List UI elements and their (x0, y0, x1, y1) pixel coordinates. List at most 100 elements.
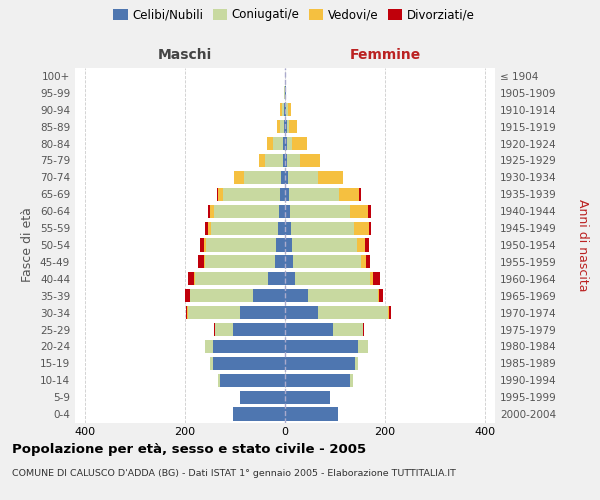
Bar (287, 154, 299, 167)
Bar (211, 222, 278, 234)
Bar (212, 356, 285, 370)
Bar (285, 390, 330, 404)
Bar (285, 222, 291, 234)
Bar (205, 340, 212, 353)
Bar (281, 103, 284, 117)
Bar (215, 323, 233, 336)
Text: Popolazione per età, sesso e stato civile - 2005: Popolazione per età, sesso e stato civil… (12, 442, 366, 456)
Bar (195, 272, 268, 285)
Text: Femmine: Femmine (349, 48, 421, 62)
Bar (285, 408, 337, 420)
Bar (285, 171, 287, 184)
Bar (293, 256, 361, 268)
Bar (185, 306, 187, 319)
Bar (377, 289, 379, 302)
Text: COMUNE DI CALUSCO D'ADDA (BG) - Dati ISTAT 1° gennaio 2005 - Elaborazione TUTTIT: COMUNE DI CALUSCO D'ADDA (BG) - Dati IST… (12, 469, 456, 478)
Bar (233, 171, 244, 184)
Bar (317, 306, 388, 319)
Bar (373, 272, 380, 285)
Bar (185, 289, 190, 302)
Bar (287, 171, 317, 184)
Bar (273, 137, 283, 150)
Bar (370, 272, 373, 285)
Bar (194, 272, 195, 285)
Bar (277, 120, 280, 134)
Bar (187, 306, 240, 319)
Bar (197, 256, 203, 268)
Bar (289, 120, 296, 134)
Y-axis label: Fasce di età: Fasce di età (22, 208, 34, 282)
Bar (317, 171, 343, 184)
Bar (233, 323, 285, 336)
Bar (285, 256, 293, 268)
Bar (259, 154, 265, 167)
Bar (290, 204, 350, 218)
Y-axis label: Anni di nascita: Anni di nascita (576, 198, 589, 291)
Bar (244, 171, 281, 184)
Bar (190, 289, 253, 302)
Bar (240, 306, 285, 319)
Bar (359, 188, 361, 201)
Bar (268, 272, 285, 285)
Bar (355, 356, 358, 370)
Legend: Celibi/Nubili, Coniugati/e, Vedovi/e, Divorziati/e: Celibi/Nubili, Coniugati/e, Vedovi/e, Di… (111, 6, 477, 24)
Bar (188, 272, 194, 285)
Bar (206, 238, 276, 252)
Bar (280, 120, 284, 134)
Bar (285, 323, 332, 336)
Bar (212, 340, 285, 353)
Bar (308, 289, 377, 302)
Bar (292, 238, 357, 252)
Bar (285, 356, 355, 370)
Bar (210, 204, 214, 218)
Bar (203, 256, 205, 268)
Bar (389, 306, 391, 319)
Bar (275, 256, 285, 268)
Bar (285, 204, 290, 218)
Bar (279, 204, 285, 218)
Bar (240, 390, 285, 404)
Bar (365, 238, 368, 252)
Bar (285, 137, 287, 150)
Bar (368, 222, 371, 234)
Bar (358, 340, 367, 353)
Bar (287, 137, 292, 150)
Bar (233, 408, 285, 420)
Bar (350, 374, 353, 387)
Bar (287, 103, 290, 117)
Bar (285, 374, 350, 387)
Bar (281, 171, 285, 184)
Bar (217, 188, 218, 201)
Bar (285, 289, 308, 302)
Bar (289, 188, 339, 201)
Bar (295, 272, 370, 285)
Bar (223, 188, 280, 201)
Bar (205, 256, 275, 268)
Bar (280, 188, 285, 201)
Bar (286, 103, 287, 117)
Bar (285, 272, 295, 285)
Bar (379, 289, 383, 302)
Bar (285, 238, 292, 252)
Bar (203, 238, 206, 252)
Bar (292, 137, 307, 150)
Bar (276, 238, 285, 252)
Bar (283, 154, 285, 167)
Bar (214, 204, 279, 218)
Bar (199, 238, 203, 252)
Bar (339, 188, 359, 201)
Bar (280, 103, 281, 117)
Bar (208, 204, 210, 218)
Bar (332, 323, 362, 336)
Bar (350, 204, 367, 218)
Bar (283, 137, 285, 150)
Bar (214, 323, 215, 336)
Bar (205, 222, 208, 234)
Text: Maschi: Maschi (158, 48, 212, 62)
Bar (291, 222, 353, 234)
Bar (278, 222, 285, 234)
Bar (218, 188, 223, 201)
Bar (253, 289, 285, 302)
Bar (210, 356, 212, 370)
Bar (285, 103, 286, 117)
